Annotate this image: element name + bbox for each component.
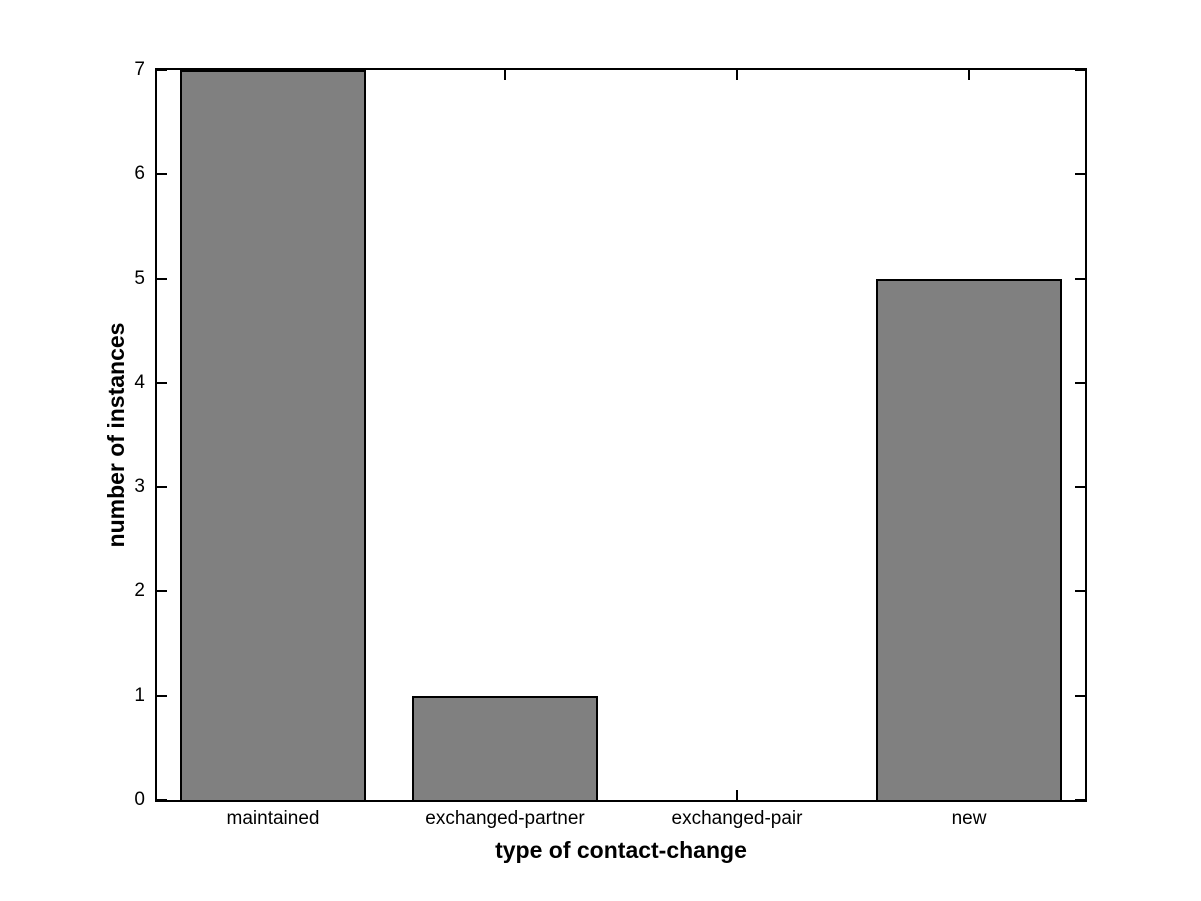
x-tick-top [504,70,506,80]
y-tick-label: 0 [134,789,145,810]
bar-exchanged-partner [412,695,598,800]
bar-new [876,278,1062,800]
y-tick-left [157,70,167,71]
y-tick-right [1075,486,1085,489]
x-tick-label: exchanged-partner [425,808,585,829]
y-tick-label: 4 [134,371,145,393]
y-tick-right [1075,590,1085,593]
y-tick-right [1075,799,1085,800]
y-tick-label: 5 [134,267,145,289]
x-tick-label: maintained [226,808,320,829]
y-tick-label: 3 [134,476,145,498]
y-tick-left [157,277,167,280]
y-tick-label: 1 [134,684,145,706]
x-tick-label: new [951,808,987,829]
x-tick-label: exchanged-pair [671,808,803,829]
y-tick-left [157,590,167,593]
x-tick-bottom [736,790,738,800]
y-tick-right [1075,694,1085,697]
y-tick-label: 6 [134,163,145,185]
y-tick-left [157,486,167,489]
x-tick-top [736,70,738,80]
x-axis-label: type of contact-change [495,837,747,863]
y-tick-right [1075,173,1085,176]
y-tick-left [157,694,167,697]
y-tick-label: 7 [134,59,145,80]
y-axis-label: number of instances [103,322,129,548]
y-tick-right [1075,277,1085,280]
plot-area [155,68,1087,802]
bar-maintained [180,70,366,800]
y-tick-left [157,173,167,176]
y-tick-left [157,381,167,384]
y-tick-right [1075,381,1085,384]
y-tick-left [157,799,167,800]
y-tick-label: 2 [134,580,145,602]
y-tick-right [1075,70,1085,71]
x-tick-top [968,70,970,80]
